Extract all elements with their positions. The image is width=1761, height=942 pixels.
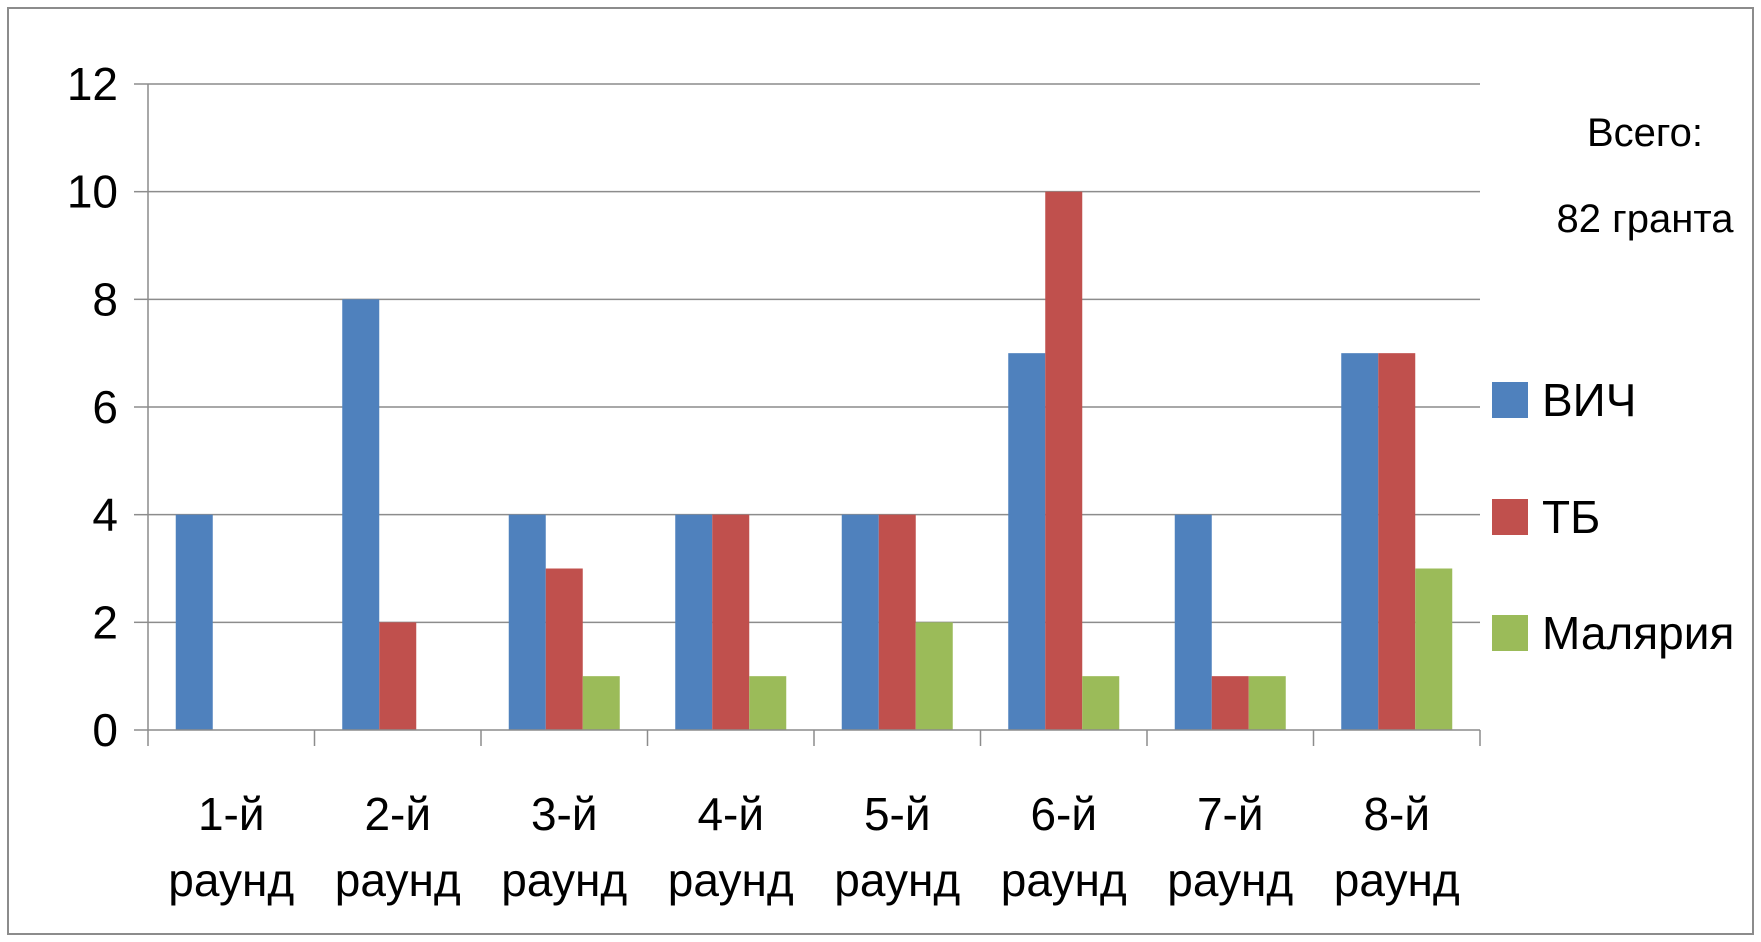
x-category-label-8: 8-й раунд (1334, 788, 1460, 906)
x-category-label-4-line-2: раунд (668, 854, 794, 906)
y-tick-label-6: 12 (67, 58, 118, 110)
x-category-label-4-line-1: 4-й (697, 788, 764, 840)
x-category-label-5: 5-й раунд (834, 788, 960, 906)
bars (175, 191, 1453, 730)
total-annotation: Всего: 82 гранта (1557, 111, 1735, 241)
axes (147, 84, 1481, 746)
total-value: 82 гранта (1557, 197, 1735, 241)
bar-2-7 (1211, 676, 1249, 730)
bar-2-8 (1378, 353, 1416, 730)
x-category-label-7-line-2: раунд (1167, 854, 1293, 906)
x-category-labels: 1-й раунд 2-й раунд 3-й раунд 4-й раунд 5-й раунд… (168, 788, 1460, 906)
x-category-label-8-line-2: раунд (1334, 854, 1460, 906)
total-label: Всего: (1587, 111, 1703, 155)
y-tick-label-5: 10 (67, 166, 118, 218)
x-category-label-7: 7-й раунд (1167, 788, 1293, 906)
bar-3-5 (915, 622, 953, 730)
bar-2-4 (712, 514, 750, 730)
bar-1-7 (1174, 514, 1212, 730)
bar-3-4 (749, 676, 787, 730)
x-category-label-2-line-2: раунд (335, 854, 461, 906)
bar-2-2 (379, 622, 417, 730)
x-category-label-3-line-2: раунд (501, 854, 627, 906)
x-category-label-6-line-2: раунд (1001, 854, 1127, 906)
bar-1-5 (841, 514, 879, 730)
x-category-label-3: 3-й раунд (501, 788, 627, 906)
bar-2-5 (878, 514, 916, 730)
bar-1-1 (175, 514, 213, 730)
legend-label-1: ВИЧ (1542, 374, 1636, 426)
x-category-label-4: 4-й раунд (668, 788, 794, 906)
bar-1-2 (342, 299, 380, 730)
x-category-label-7-line-1: 7-й (1197, 788, 1264, 840)
x-category-label-5-line-1: 5-й (864, 788, 931, 840)
legend-swatch-2 (1492, 499, 1528, 535)
y-tick-label-0: 0 (92, 704, 118, 756)
bar-3-8 (1415, 568, 1453, 730)
x-category-label-2-line-1: 2-й (364, 788, 431, 840)
bar-2-6 (1045, 191, 1083, 730)
bar-1-4 (675, 514, 713, 730)
legend-label-2: ТБ (1542, 491, 1600, 543)
bar-3-7 (1248, 676, 1286, 730)
x-category-label-1: 1-й раунд (168, 788, 294, 906)
x-category-label-6-line-1: 6-й (1030, 788, 1097, 840)
x-category-label-3-line-1: 3-й (531, 788, 598, 840)
y-tick-label-4: 8 (92, 273, 118, 325)
legend-swatch-3 (1492, 615, 1528, 651)
bar-2-3 (545, 568, 583, 730)
bar-3-6 (1082, 676, 1120, 730)
y-tick-labels: 0 2 4 6 8 10 12 (67, 58, 118, 756)
x-category-label-1-line-1: 1-й (198, 788, 265, 840)
chart-border (7, 7, 1754, 935)
x-category-label-8-line-1: 8-й (1363, 788, 1430, 840)
x-category-label-6: 6-й раунд (1001, 788, 1127, 906)
y-tick-label-2: 4 (92, 489, 118, 541)
y-tick-label-1: 2 (92, 596, 118, 648)
bar-1-3 (508, 514, 546, 730)
legend: ВИЧ ТБ Малярия (1492, 374, 1734, 659)
bar-3-3 (582, 676, 620, 730)
x-category-label-5-line-2: раунд (834, 854, 960, 906)
bar-1-6 (1008, 353, 1046, 730)
x-category-label-1-line-2: раунд (168, 854, 294, 906)
legend-label-3: Малярия (1542, 607, 1734, 659)
y-tick-label-3: 6 (92, 381, 118, 433)
bar-1-8 (1341, 353, 1379, 730)
x-category-label-2: 2-й раунд (335, 788, 461, 906)
legend-swatch-1 (1492, 382, 1528, 418)
